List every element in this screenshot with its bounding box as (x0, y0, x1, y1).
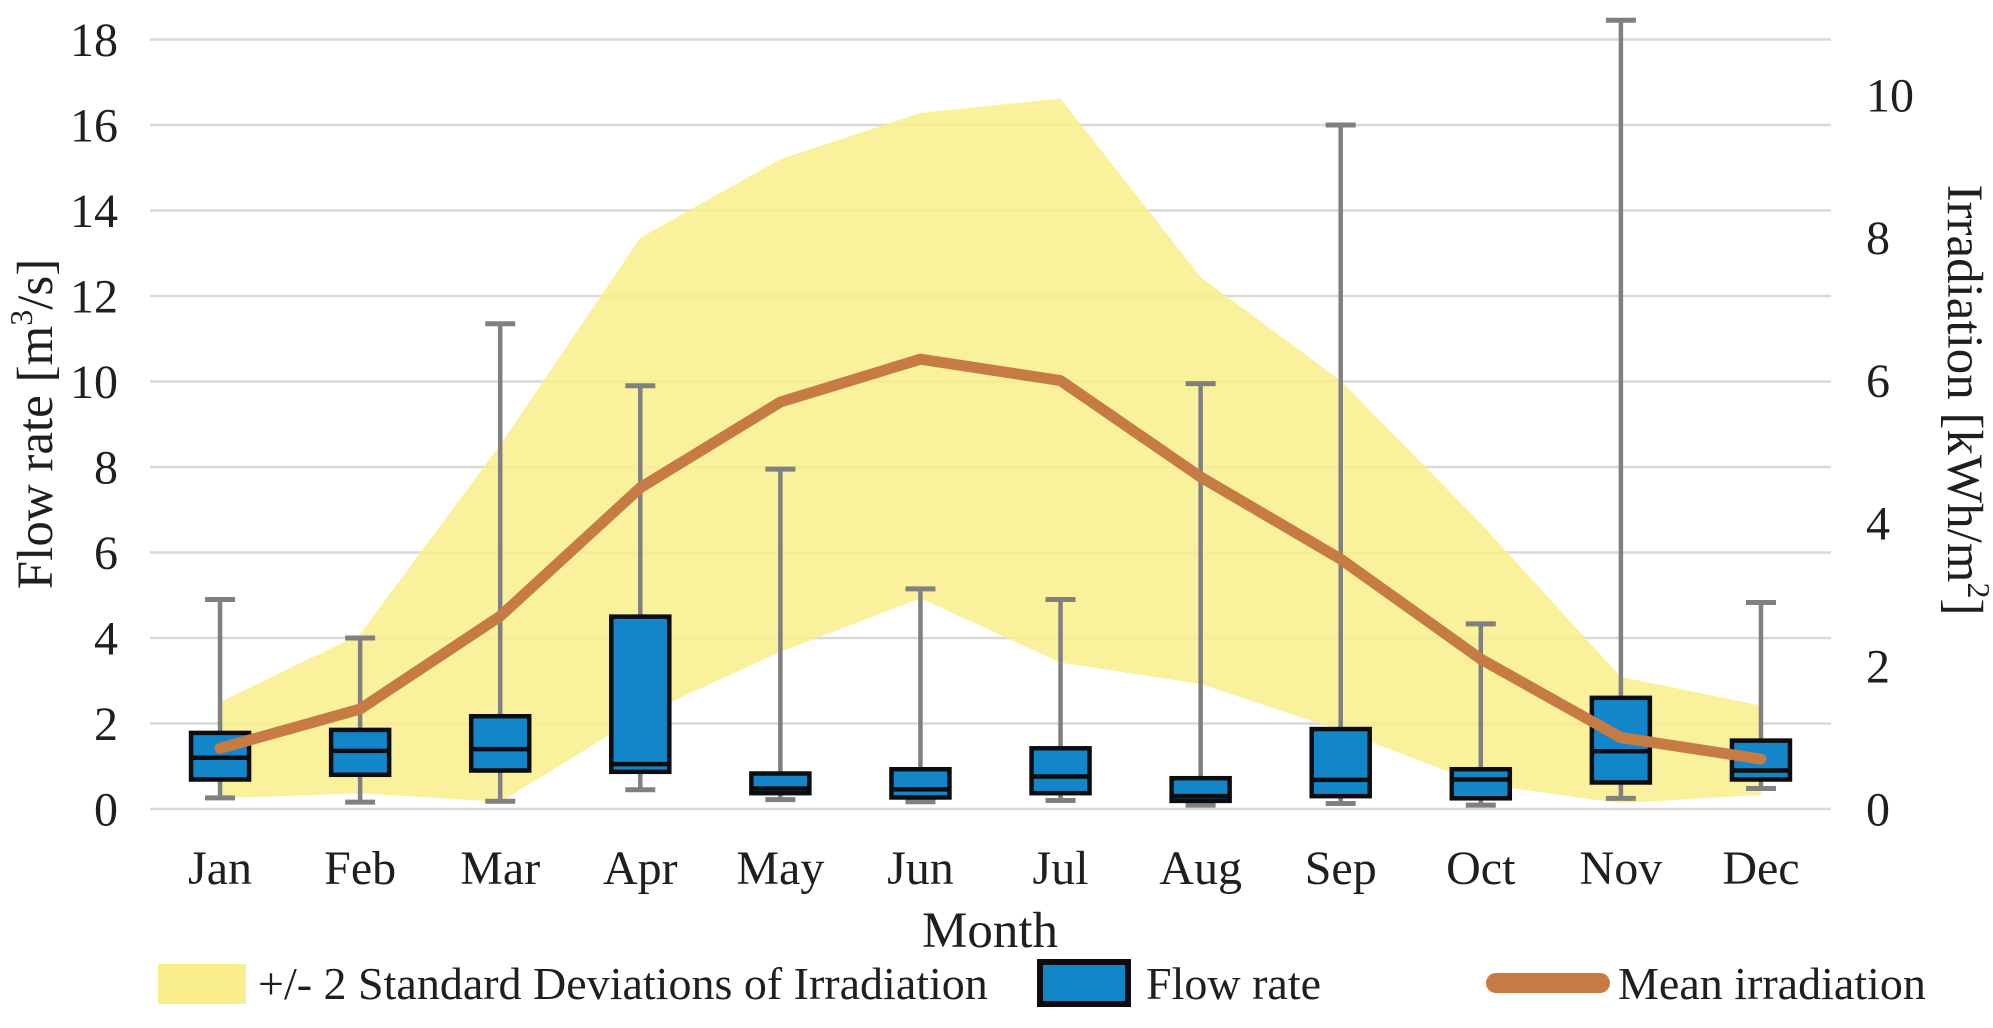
y-right-tick-label: 10 (1866, 69, 1914, 122)
x-tick-label-Jun: Jun (887, 842, 954, 895)
box-iqr (1449, 766, 1513, 801)
mean-line-path (214, 353, 1767, 765)
box-plots (188, 614, 1793, 804)
legend-label-band: +/- 2 Standard Deviations of Irradiation (258, 958, 988, 1009)
x-axis-title: Month (922, 903, 1058, 959)
box-plot-Aug (1169, 775, 1232, 804)
x-tick-label-Mar: Mar (460, 842, 540, 895)
x-tick-label-Nov: Nov (1580, 842, 1663, 895)
y-right-tick-label: 4 (1866, 498, 1890, 551)
legend-label-flow-rate: Flow rate (1146, 958, 1321, 1009)
y-left-tick-label: 4 (94, 612, 118, 665)
box-plot-Mar (468, 713, 532, 773)
y-left-tick-label: 0 (94, 783, 118, 836)
legend: +/- 2 Standard Deviations of Irradiation… (158, 958, 1926, 1009)
whisker-Aug (1185, 381, 1216, 808)
y-left-tick-label: 10 (70, 356, 118, 409)
band-polygon (220, 98, 1761, 804)
std-deviation-band (220, 98, 1761, 804)
x-tick-label-Jul: Jul (1033, 842, 1089, 895)
box-plot-Sep (1309, 726, 1372, 799)
y-right-tick-label: 0 (1866, 783, 1890, 836)
y-right-tick-label: 6 (1866, 355, 1890, 408)
box-plot-Apr (609, 614, 672, 775)
legend-swatch-band-icon (158, 964, 246, 1004)
x-tick-label-Apr: Apr (603, 842, 678, 895)
box-iqr (609, 614, 672, 775)
x-tick-label-Aug: Aug (1159, 842, 1242, 895)
y-axis-right-title: Irradiation [kWh/m2] (1936, 185, 1993, 616)
whisker-Nov (1605, 17, 1636, 801)
whisker-May (765, 466, 796, 803)
box-iqr (1029, 746, 1092, 796)
y-right-tick-label: 2 (1866, 641, 1890, 694)
box-plot-Jun (889, 766, 952, 800)
whisker-Sep (1325, 122, 1356, 806)
x-axis-month-labels: Jan Feb Mar Apr May Jun Jul Aug Sep Oct Nov Dec (188, 842, 1800, 895)
y-axis-left-title: Flow rate [m3/s] (3, 259, 64, 589)
y-left-tick-label: 18 (70, 14, 118, 67)
y-left-tick-label: 16 (70, 99, 118, 152)
x-tick-label-May: May (736, 842, 824, 895)
x-tick-label-Oct: Oct (1446, 842, 1516, 895)
x-tick-label-Jan: Jan (188, 842, 252, 895)
y-left-tick-label: 8 (94, 441, 118, 494)
mean-irradiation-line (214, 353, 1767, 765)
box-plot-Oct (1449, 766, 1513, 801)
y-left-tick-label: 6 (94, 527, 118, 580)
y-axis-left-tick-labels: 0 2 4 6 8 10 12 14 16 18 (70, 14, 118, 837)
y-right-tick-label: 8 (1866, 212, 1890, 265)
x-tick-label-Sep: Sep (1305, 842, 1377, 895)
y-left-tick-label: 12 (70, 270, 118, 323)
box-iqr (1309, 726, 1372, 799)
x-tick-label-Dec: Dec (1722, 842, 1799, 895)
legend-label-mean: Mean irradiation (1618, 958, 1926, 1009)
whisker-Jun (905, 586, 936, 805)
x-tick-label-Feb: Feb (324, 842, 396, 895)
box-plot-Jul (1029, 746, 1092, 796)
y-left-tick-label: 2 (94, 698, 118, 751)
y-left-tick-label: 14 (70, 185, 118, 238)
legend-swatch-flow-rate-icon (1037, 959, 1131, 1007)
box-iqr (889, 766, 952, 800)
box-plot-May (749, 771, 812, 796)
y-axis-right-tick-labels: 0 2 4 6 8 10 (1866, 69, 1914, 836)
box-plot-Feb (328, 727, 392, 778)
box-iqr (468, 713, 532, 773)
